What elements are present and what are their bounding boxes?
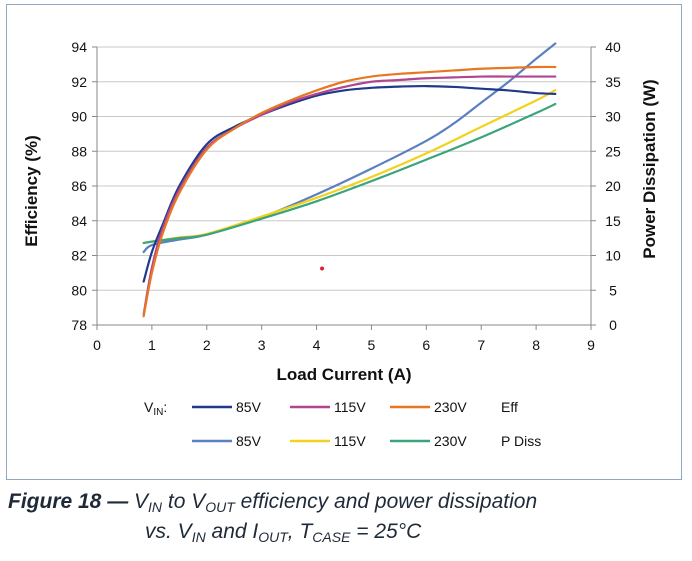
legend-vin-sub: IN bbox=[153, 407, 163, 418]
series-eff-230v-line bbox=[142, 65, 557, 318]
y-tick-label-left: 90 bbox=[71, 109, 87, 125]
caption-text: and I bbox=[205, 520, 259, 543]
series-pdiss-230v-line bbox=[142, 102, 557, 245]
y-tick-label-right: 30 bbox=[605, 109, 621, 125]
legend-vin-suffix: : bbox=[163, 399, 167, 415]
legend-group-pdiss: P Diss bbox=[501, 433, 541, 449]
x-tick-label: 7 bbox=[477, 337, 485, 353]
caption-text: to V bbox=[162, 490, 206, 513]
series-eff-115v-line bbox=[142, 75, 557, 316]
x-tick-label: 2 bbox=[203, 337, 211, 353]
x-tick-label: 9 bbox=[587, 337, 595, 353]
y-tick-label-left: 92 bbox=[71, 74, 87, 90]
y-tick-label-right: 5 bbox=[609, 282, 617, 298]
y-tick-label-left: 88 bbox=[71, 143, 87, 159]
y-axis-title-right: Power Dissipation (W) bbox=[640, 79, 659, 258]
y-tick-label-right: 15 bbox=[605, 213, 621, 229]
legend-group-eff: Eff bbox=[501, 399, 518, 415]
legend-label-pdiss-230v: 230V bbox=[434, 433, 467, 449]
y-tick-label-right: 25 bbox=[605, 143, 621, 159]
caption-sub: IN bbox=[191, 529, 206, 545]
legend-label-eff-230v: 230V bbox=[434, 399, 467, 415]
grid bbox=[97, 46, 591, 326]
y-tick-label-left: 78 bbox=[71, 317, 87, 333]
legend-label-eff-115v: 115V bbox=[334, 399, 366, 415]
annotation-point bbox=[320, 266, 325, 271]
x-axis-title: Load Current (A) bbox=[276, 365, 411, 384]
y-tick-label-left: 84 bbox=[71, 213, 87, 229]
y-tick-label-right: 0 bbox=[609, 317, 617, 333]
caption-line-1: Figure 18 — VIN to VOUT efficiency and p… bbox=[8, 487, 688, 517]
series-pdiss-115v-line bbox=[142, 88, 557, 245]
chart-frame: 78 80 82 84 86 88 90 92 94 0 5 10 15 20 25 30 35 40 0 1 2 3 4 5… bbox=[6, 4, 682, 480]
figure-caption: Figure 18 — VIN to VOUT efficiency and p… bbox=[8, 487, 688, 547]
caption-sub: IN bbox=[148, 499, 163, 515]
caption-text: = 25°C bbox=[350, 520, 422, 543]
series-eff-85v-line bbox=[142, 84, 557, 283]
legend: VIN: 85V 115V 230V Eff 85V 115V 230V P Diss bbox=[144, 399, 541, 449]
y-tick-label-right: 10 bbox=[605, 248, 621, 264]
legend-vin-label: VIN: bbox=[144, 399, 167, 418]
legend-label-pdiss-85v: 85V bbox=[236, 433, 262, 449]
y-axis-title-left: Efficiency (%) bbox=[22, 135, 41, 246]
x-tick-label: 8 bbox=[532, 337, 540, 353]
x-tick-label: 1 bbox=[148, 337, 156, 353]
y-tick-label-right: 40 bbox=[605, 39, 621, 55]
caption-sub: OUT bbox=[205, 499, 235, 515]
caption-text: , T bbox=[287, 520, 313, 543]
x-tick-label: 0 bbox=[93, 337, 101, 353]
x-tick-label: 3 bbox=[258, 337, 266, 353]
x-tick-label: 6 bbox=[422, 337, 430, 353]
series-pdiss-85v-line bbox=[142, 42, 557, 254]
series-layer bbox=[142, 42, 557, 318]
caption-sub: CASE bbox=[312, 529, 351, 545]
caption-text: efficiency and power dissipation bbox=[234, 490, 538, 513]
y-tick-label-left: 86 bbox=[71, 178, 87, 194]
legend-label-pdiss-115v: 115V bbox=[334, 433, 366, 449]
caption-text: V bbox=[128, 490, 149, 513]
y-tick-label-right: 20 bbox=[605, 178, 621, 194]
y-tick-label-left: 80 bbox=[71, 282, 87, 298]
legend-label-eff-85v: 85V bbox=[236, 399, 262, 415]
caption-line-2: vs. VIN and IOUT, TCASE = 25°C bbox=[8, 517, 688, 547]
figure-label: Figure 18 — bbox=[8, 490, 129, 513]
caption-text: vs. V bbox=[145, 520, 192, 543]
y-tick-label-left: 94 bbox=[71, 39, 87, 55]
caption-sub: OUT bbox=[258, 529, 288, 545]
x-tick-label: 4 bbox=[313, 337, 321, 353]
y-tick-label-right: 35 bbox=[605, 74, 621, 90]
y-tick-label-left: 82 bbox=[71, 248, 87, 264]
x-tick-label: 5 bbox=[368, 337, 376, 353]
